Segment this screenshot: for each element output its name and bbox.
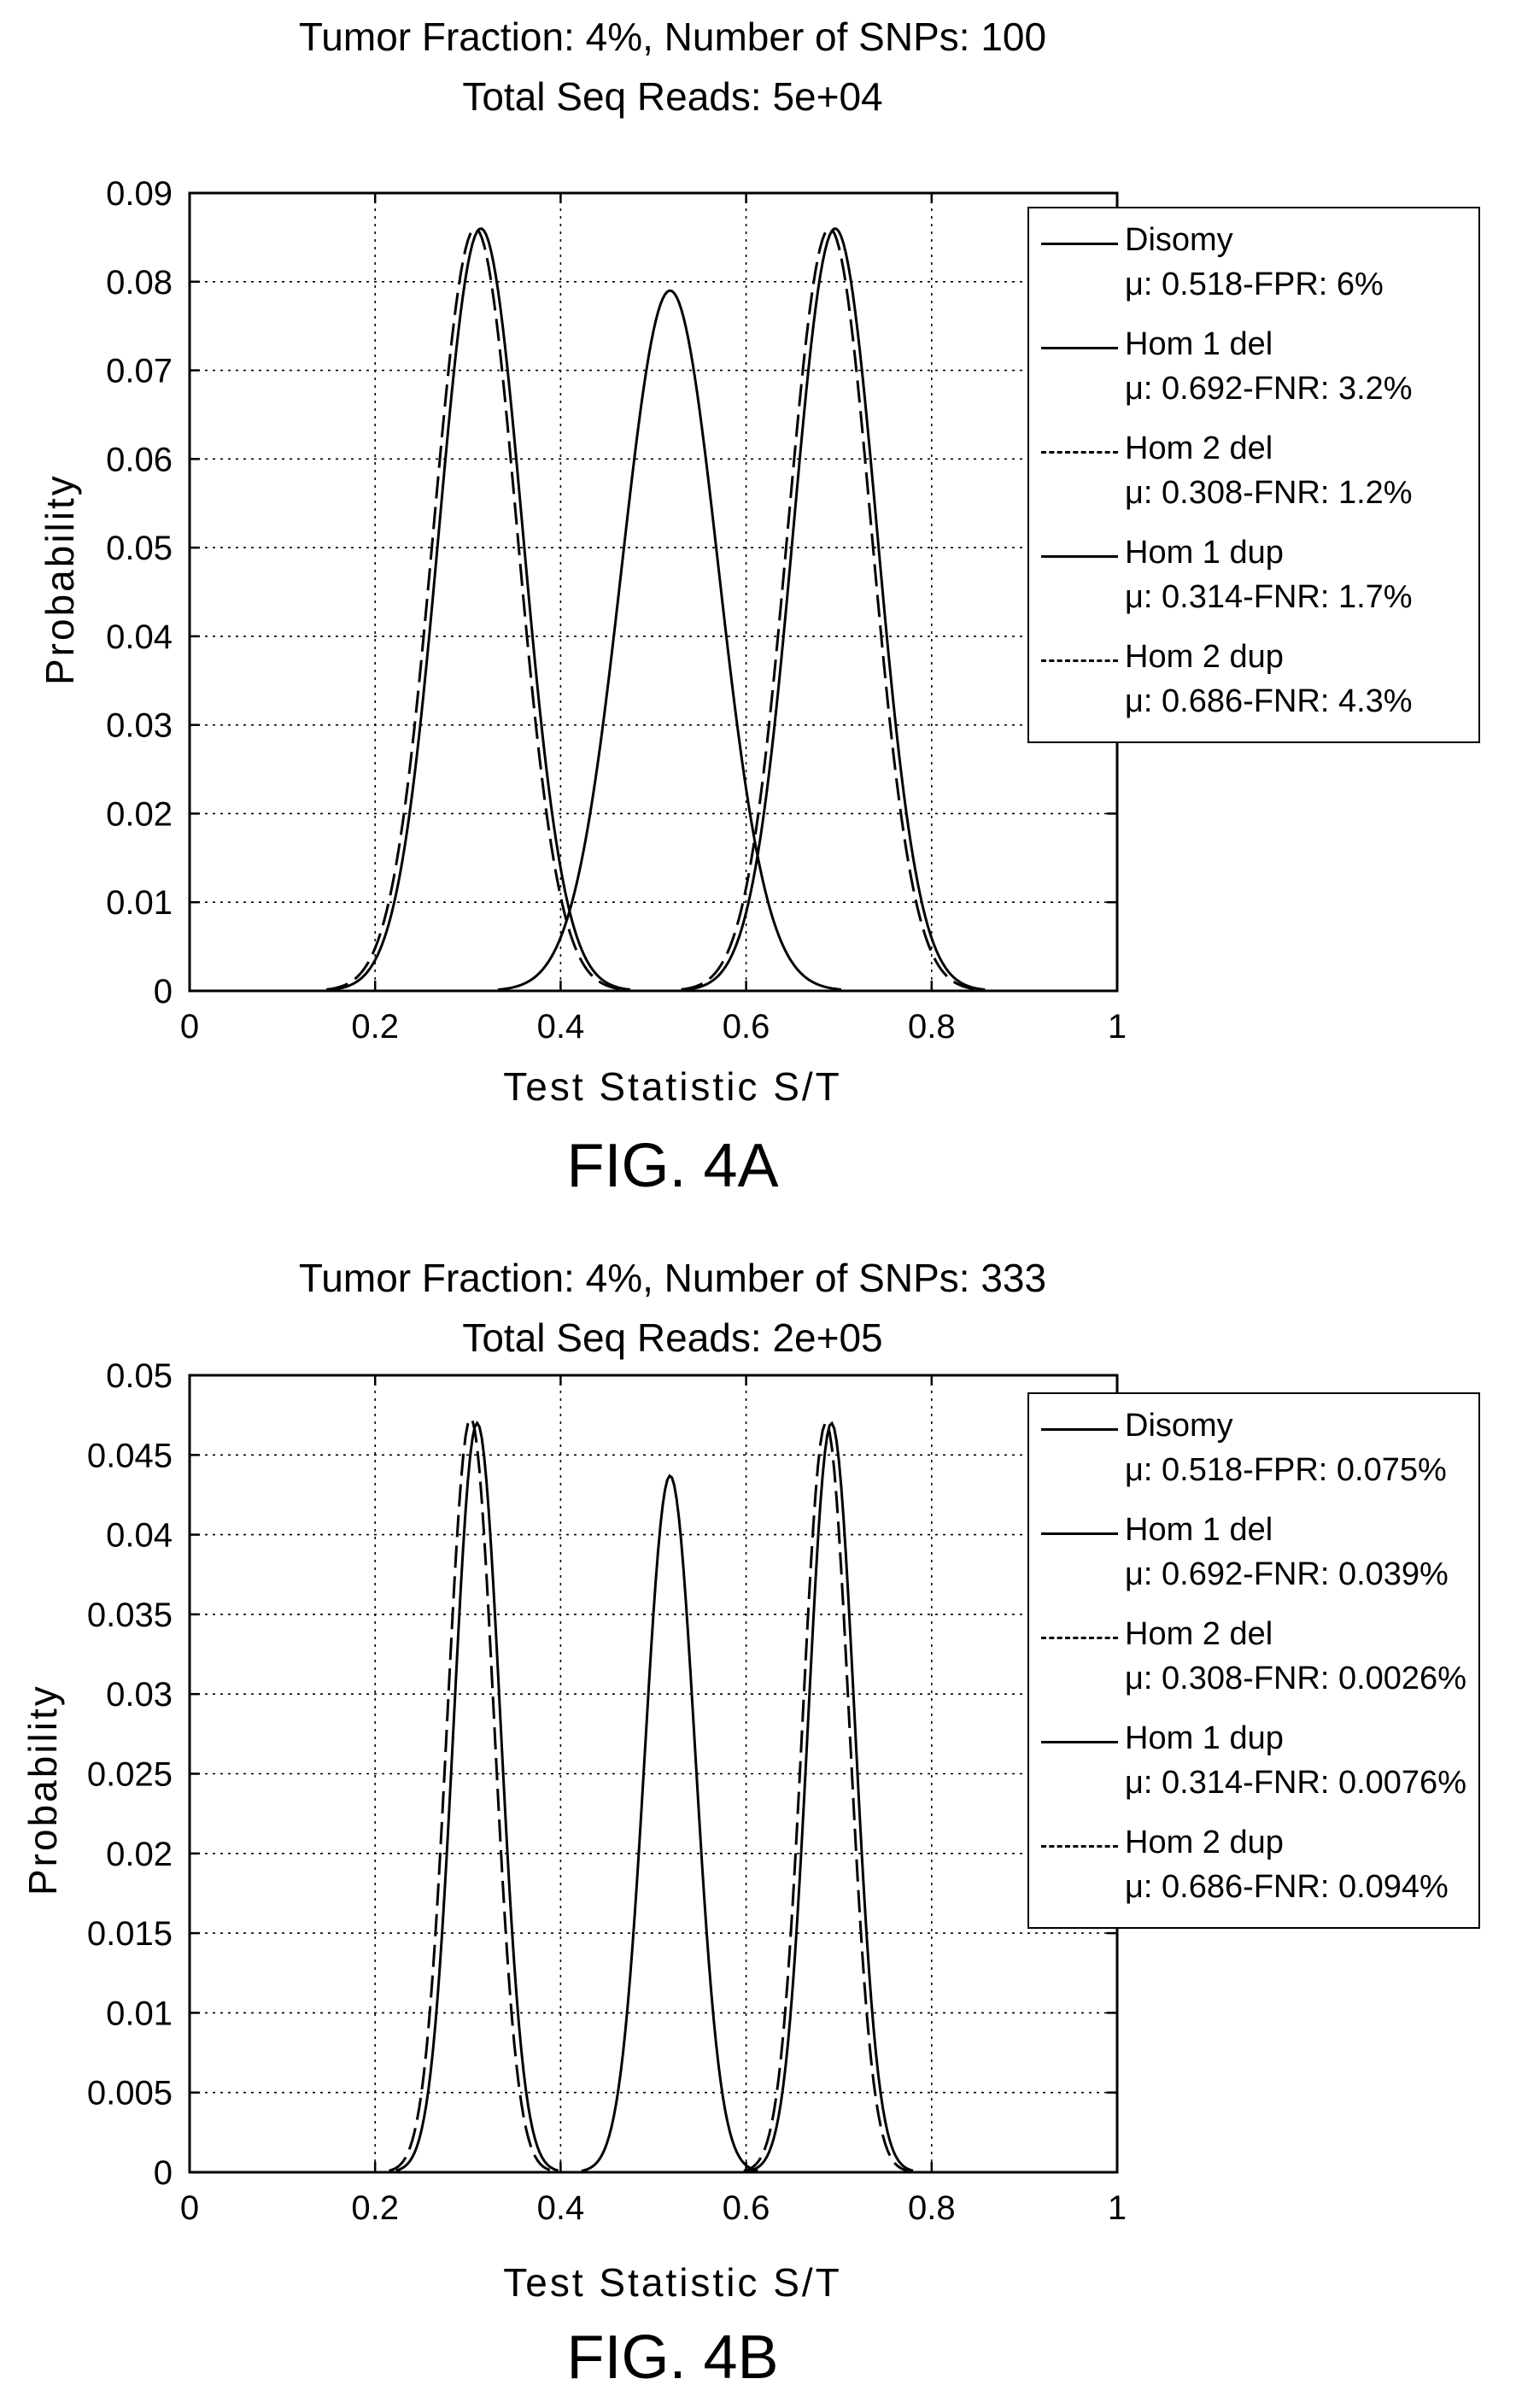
legend-line-swatch [1041,659,1118,662]
legend-line-swatch [1041,1532,1118,1535]
legend-series-stat: μ: 0.518-FPR: 0.075% [1125,1452,1447,1488]
legend-series-name: Hom 1 del [1125,326,1273,362]
y-tick-label: 0.005 [87,2075,173,2112]
legend-series-name: Hom 1 dup [1125,535,1284,571]
y-tick-label: 0 [154,2154,173,2192]
x-tick-label: 1 [1108,1008,1127,1046]
legend-series-name: Hom 2 del [1125,1616,1273,1652]
legend-series-name: Hom 2 dup [1125,1825,1284,1860]
legend-series-name: Hom 1 del [1125,1512,1273,1548]
y-tick-label: 0.01 [106,884,173,922]
y-tick-label: 0.06 [106,441,173,478]
figure-label: FIG. 4A [566,1132,779,1200]
y-tick-label: 0.025 [87,1756,173,1794]
legend-series-name: Hom 2 del [1125,431,1273,466]
figure-label: FIG. 4B [566,2323,779,2392]
series-curve-hom-2-dup [681,226,979,991]
legend-series-stat: μ: 0.308-FNR: 1.2% [1125,475,1413,511]
x-tick-label: 0.2 [351,1008,399,1046]
y-tick-label: 0.02 [106,795,173,833]
legend-series-name: Hom 1 dup [1125,1720,1284,1756]
legend-line-swatch [1041,1845,1118,1848]
y-tick-label: 0.05 [106,1357,173,1395]
legend-series-stat: μ: 0.314-FNR: 0.0076% [1125,1765,1466,1801]
figure-4a: Tumor Fraction: 4%, Number of SNPs: 100 … [38,15,1480,1200]
legend-series-stat: μ: 0.518-FPR: 6% [1125,267,1384,302]
y-tick-label: 0.04 [106,1517,173,1555]
legend-line-swatch [1041,451,1118,454]
chart-title-line-1: Tumor Fraction: 4%, Number of SNPs: 100 [298,15,1047,59]
series-curve-disomy [497,289,842,992]
chart-title-line-2: Total Seq Reads: 2e+05 [462,1315,883,1360]
x-axis-label: Test Statistic S/T [503,2260,842,2305]
y-tick-label: 0.03 [106,707,173,745]
x-tick-label: 0.4 [537,2189,585,2227]
y-tick-label: 0.05 [106,530,173,567]
legend-line-swatch [1041,347,1118,349]
y-tick-label: 0.08 [106,264,173,302]
plot-area-4b: 0 0.2 0.4 0.6 0.8 1 0 0.005 0.01 0.015 0.02 0.025 0.… [87,1357,1127,2227]
x-tick-label: 0.8 [908,1008,956,1046]
legend: Disomy μ: 0.518-FPR: 0.075% Hom 1 del μ:… [1027,1392,1480,1929]
legend: Disomy μ: 0.518-FPR: 6% Hom 1 del μ: 0.6… [1027,207,1480,743]
x-tick-label: 0.4 [537,1008,585,1046]
y-tick-label: 0.015 [87,1915,173,1953]
legend-line-swatch [1041,1637,1118,1639]
legend-series-stat: μ: 0.686-FNR: 0.094% [1125,1869,1449,1905]
y-tick-label: 0.045 [87,1437,173,1474]
x-tick-label: 0 [180,2189,199,2227]
y-tick-label: 0.03 [106,1676,173,1714]
legend-series-stat: μ: 0.686-FNR: 4.3% [1125,683,1413,719]
y-axis-label: Probability [20,1684,65,1895]
y-tick-label: 0.07 [106,353,173,390]
series-curve-disomy [581,1474,758,2172]
series-curve-hom-2-del [389,1415,554,2173]
legend-line-swatch [1041,1741,1118,1743]
y-tick-label: 0.01 [106,1995,173,2032]
legend-series-stat: μ: 0.308-FNR: 0.0026% [1125,1661,1466,1696]
chart-title-line-2: Total Seq Reads: 5e+04 [462,74,883,119]
y-tick-label: 0 [154,973,173,1011]
legend-series-stat: μ: 0.692-FNR: 3.2% [1125,371,1413,407]
legend-series-stat: μ: 0.314-FNR: 1.7% [1125,579,1413,615]
series-curve-hom-2-del [326,226,623,991]
legend-series-name: Hom 2 dup [1125,639,1284,675]
series-curve-hom-2-dup [743,1421,910,2172]
legend-line-swatch [1041,555,1118,558]
series-curve-hom-1-dup [331,227,631,992]
series-curve-hom-1-del [685,227,986,992]
series-curve-hom-1-dup [395,1421,559,2172]
y-tick-label: 0.09 [106,175,173,213]
legend-series-name: Disomy [1125,1408,1233,1444]
legend-line-swatch [1041,1428,1118,1431]
x-axis-label: Test Statistic S/T [503,1064,842,1109]
legend-series-stat: μ: 0.692-FNR: 0.039% [1125,1556,1449,1592]
plot-frame [188,191,1119,993]
chart-title-line-1: Tumor Fraction: 4%, Number of SNPs: 333 [298,1256,1047,1300]
y-tick-label: 0.035 [87,1597,173,1634]
x-tick-label: 0 [180,1008,199,1046]
x-tick-label: 1 [1108,2189,1127,2227]
y-axis-label: Probability [38,473,82,685]
series-curve-hom-1-del [747,1421,914,2173]
x-tick-label: 0.6 [723,1008,770,1046]
x-tick-label: 0.2 [351,2189,399,2227]
x-tick-label: 0.8 [908,2189,956,2227]
x-tick-label: 0.6 [723,2189,770,2227]
y-tick-label: 0.02 [106,1836,173,1873]
y-tick-label: 0.04 [106,618,173,656]
legend-series-name: Disomy [1125,222,1233,258]
legend-line-swatch [1041,243,1118,245]
figure-4b: Tumor Fraction: 4%, Number of SNPs: 333 … [0,1204,1516,2408]
